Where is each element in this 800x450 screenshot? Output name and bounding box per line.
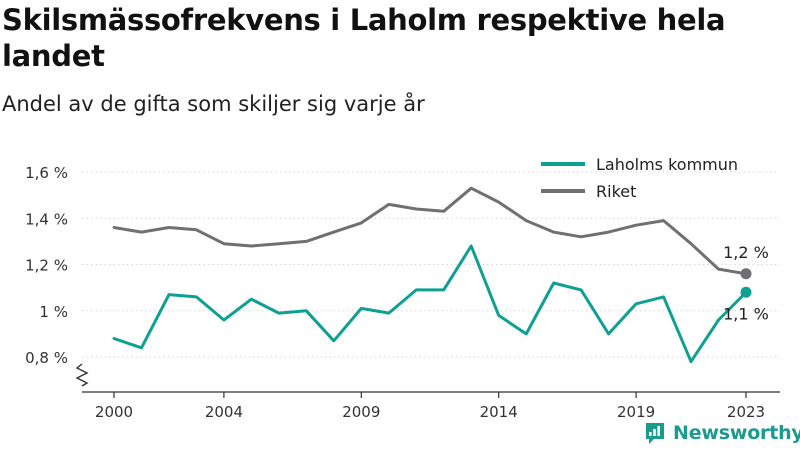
chart-subtitle: Andel av de gifta som skiljer sig varje … <box>2 92 425 116</box>
legend-label: Riket <box>596 182 636 201</box>
series-end-label: 1,2 % <box>723 243 769 262</box>
y-tick-label: 1,4 % <box>25 210 68 228</box>
legend-label: Laholms kommun <box>596 155 738 174</box>
y-tick-label: 1 % <box>39 303 68 321</box>
newsworthy-logo-icon <box>646 423 664 444</box>
x-tick-label: 2004 <box>205 403 243 421</box>
x-tick-label: 2009 <box>342 403 380 421</box>
series-end-label: 1,1 % <box>723 304 769 323</box>
series-line <box>112 186 748 276</box>
series-line <box>112 244 748 364</box>
x-tick-label: 2000 <box>95 403 133 421</box>
y-tick-label: 1,6 % <box>25 164 68 182</box>
y-tick-label: 0,8 % <box>25 349 68 367</box>
series-end-point <box>740 268 752 280</box>
x-tick-label: 2019 <box>617 403 655 421</box>
x-tick-label: 2014 <box>480 403 518 421</box>
y-tick-label: 1,2 % <box>25 257 68 275</box>
chart-title: Skilsmässofrekvens i Laholm respektive h… <box>2 3 726 73</box>
series-end-point <box>740 286 752 298</box>
x-tick-label: 2023 <box>727 403 765 421</box>
axis-break-icon <box>75 363 89 387</box>
brand-name: Newsworthy <box>673 422 800 444</box>
newsworthy-logo: Newsworthy <box>644 420 800 446</box>
